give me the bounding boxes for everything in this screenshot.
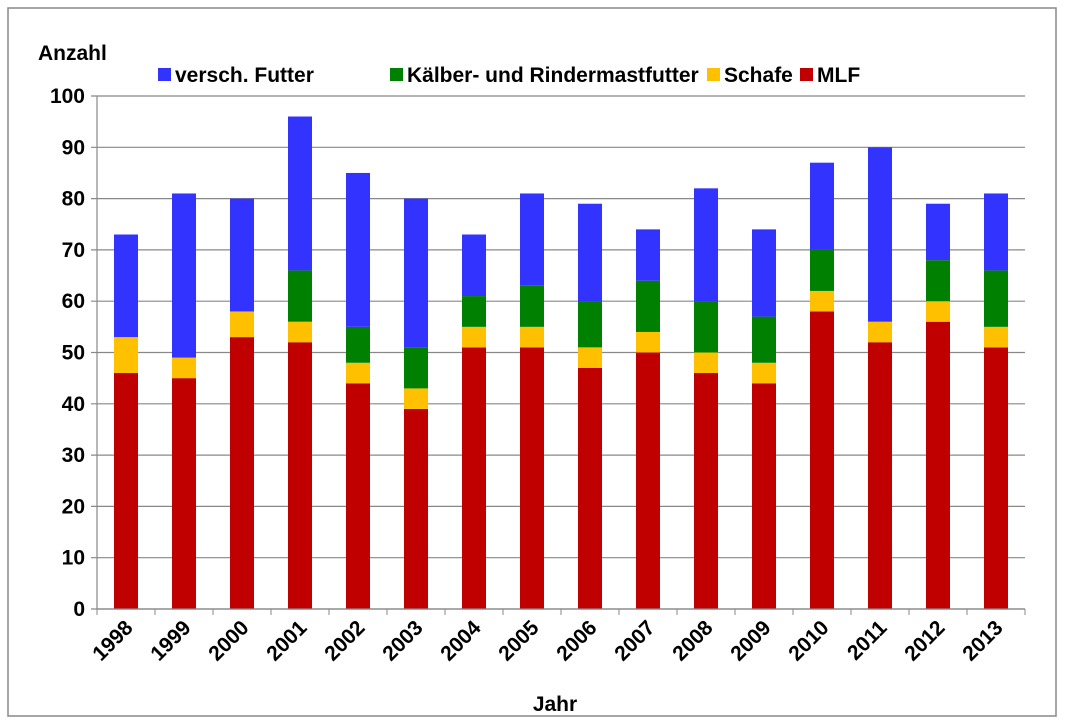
y-tick-label: 10	[62, 547, 85, 570]
y-tick-label: 20	[62, 495, 85, 518]
bar-segment	[462, 347, 486, 609]
bar-segment	[520, 193, 544, 286]
bar-segment	[288, 116, 312, 271]
bar-segment	[636, 229, 660, 281]
bar-segment	[346, 383, 370, 609]
bar-segment	[752, 229, 776, 317]
bar-segment	[578, 367, 602, 609]
bar-segment	[694, 301, 718, 353]
legend-label: MLF	[817, 64, 860, 87]
bar-segment	[810, 290, 834, 312]
bar-segment	[694, 188, 718, 302]
x-axis-label: Jahr	[533, 693, 577, 716]
bar-segment	[404, 388, 428, 409]
bar-segment	[984, 347, 1008, 609]
bar-segment	[288, 270, 312, 322]
legend-swatch	[707, 68, 720, 81]
bar-segment	[752, 383, 776, 609]
y-tick-label: 30	[62, 444, 85, 467]
bar-segment	[520, 326, 544, 348]
y-tick-label: 60	[62, 290, 85, 313]
bar-segment	[636, 280, 660, 332]
bar-segment	[868, 342, 892, 609]
bar-segment	[230, 198, 254, 312]
legend-label: Kälber- und Rindermastfutter	[407, 64, 699, 87]
bar-segment	[926, 260, 950, 302]
legend-swatch	[800, 68, 813, 81]
bar-segment	[984, 193, 1008, 271]
y-tick-label: 100	[50, 85, 85, 108]
bar-segment	[926, 321, 950, 609]
bar-segment	[926, 203, 950, 261]
bar-segment	[694, 352, 718, 374]
bar-segment	[230, 311, 254, 338]
bar-segment	[578, 347, 602, 368]
legend-swatch	[158, 68, 171, 81]
bar-segment	[346, 172, 370, 327]
bar-segment	[984, 326, 1008, 348]
bar-segment	[172, 378, 196, 609]
bar-segment	[926, 301, 950, 322]
bar-segment	[868, 321, 892, 343]
bar-segment	[984, 270, 1008, 327]
bar-segment	[462, 326, 486, 348]
legend-label: Schafe	[724, 64, 793, 87]
bar-segment	[868, 147, 892, 322]
y-axis-label: Anzahl	[38, 42, 107, 65]
y-tick-label: 80	[62, 188, 85, 211]
bar-segment	[172, 193, 196, 358]
bar-segment	[810, 249, 834, 291]
y-tick-label: 90	[62, 136, 85, 159]
bar-segment	[636, 331, 660, 353]
bar-segment	[288, 342, 312, 609]
bar-segment	[346, 326, 370, 363]
bar-segment	[230, 337, 254, 609]
bar-segment	[810, 311, 834, 609]
bar-segment	[752, 316, 776, 363]
bar-segment	[578, 203, 602, 302]
bar-segment	[520, 285, 544, 327]
y-tick-label: 40	[62, 393, 85, 416]
bar-segment	[404, 347, 428, 389]
bar-segment	[404, 198, 428, 348]
bar-segment	[114, 373, 138, 609]
y-tick-label: 50	[62, 342, 85, 365]
bar-segment	[694, 373, 718, 609]
legend-swatch	[390, 68, 403, 81]
bar-segment	[288, 321, 312, 343]
bar-segment	[810, 162, 834, 250]
bar-segment	[346, 362, 370, 384]
y-tick-label: 70	[62, 239, 85, 262]
bar-segment	[752, 362, 776, 384]
bar-segment	[114, 234, 138, 338]
y-tick-label: 0	[73, 598, 85, 621]
legend-label: versch. Futter	[175, 64, 314, 87]
bar-segment	[114, 337, 138, 374]
bar-segment	[404, 408, 428, 609]
bar-segment	[578, 301, 602, 348]
bar-segment	[636, 352, 660, 609]
bar-segment	[172, 357, 196, 379]
bar-segment	[520, 347, 544, 609]
bar-segment	[462, 234, 486, 297]
bar-segment	[462, 296, 486, 327]
